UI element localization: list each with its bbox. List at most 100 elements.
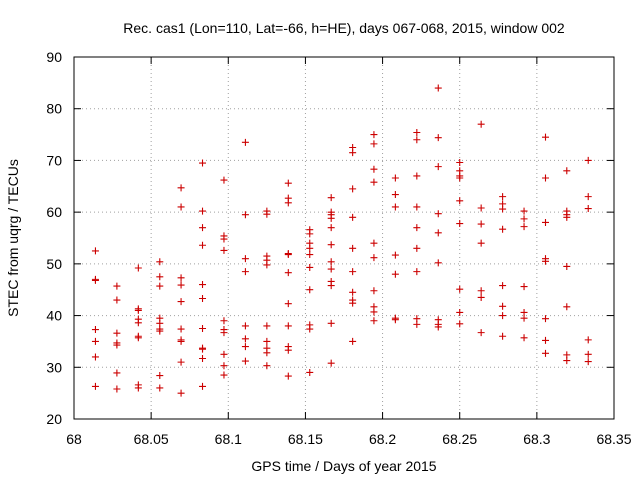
data-point [584,336,592,344]
data-point [584,350,592,358]
data-point [520,334,528,342]
data-point [477,329,485,337]
data-point [177,358,185,366]
data-point [520,215,528,223]
data-point [477,120,485,128]
data-point [370,287,378,295]
data-point [177,203,185,211]
data-point [413,203,421,211]
data-point [306,230,314,238]
data-point [327,359,335,367]
data-point [434,163,442,171]
data-point [541,174,549,182]
data-point [391,270,399,278]
y-tick-label: 30 [46,359,62,375]
x-tick-labels: 68 68.05 68.1 68.15 68.2 68.25 68.3 68.35 [66,431,632,447]
data-point [520,207,528,215]
data-point [327,214,335,222]
data-point [177,389,185,397]
data-point [241,357,249,365]
data-point [177,281,185,289]
data-point [413,224,421,232]
data-point [413,268,421,276]
data-point [199,281,207,289]
data-point [370,308,378,316]
data-point [134,384,142,392]
y-tick-label: 40 [46,308,62,324]
data-point [477,220,485,228]
data-point [413,136,421,144]
data-point [199,224,207,232]
data-point [563,303,571,311]
data-point [156,282,164,290]
data-point [541,257,549,265]
data-point [499,193,507,201]
grid-lines [74,57,614,419]
data-point [413,244,421,252]
data-point [284,179,292,187]
y-tick-label: 50 [46,256,62,272]
data-point [220,362,228,370]
data-point [327,241,335,249]
data-point [584,205,592,213]
data-point [391,251,399,259]
data-point [520,223,528,231]
x-tick-label: 68 [66,431,82,447]
x-tick-label: 68.2 [369,431,396,447]
data-point [91,382,99,390]
y-tick-label: 20 [46,411,62,427]
plot-frame [73,56,615,420]
y-tick-label: 80 [46,101,62,117]
data-point [306,368,314,376]
data-point [220,350,228,358]
data-point [434,210,442,218]
data-point [370,165,378,173]
data-point [156,258,164,266]
y-tick-label: 60 [46,204,62,220]
data-point [370,239,378,247]
data-point [541,336,549,344]
data-point [434,229,442,237]
data-point [284,346,292,354]
data-point [563,213,571,221]
data-point [91,276,99,284]
y-tick-label: 70 [46,152,62,168]
data-point [349,299,357,307]
data-point [263,362,271,370]
data-point [113,282,121,290]
data-point [91,353,99,361]
data-points [91,84,592,397]
data-point [499,225,507,233]
x-tick-label: 68.35 [596,431,631,447]
data-point [370,140,378,148]
data-point [306,263,314,271]
data-point [199,207,207,215]
data-point [456,320,464,328]
data-point [349,185,357,193]
data-point [413,172,421,180]
data-point [177,298,185,306]
data-point [349,337,357,345]
data-point [349,288,357,296]
data-point [177,325,185,333]
data-point [113,296,121,304]
data-point [199,241,207,249]
data-point [541,315,549,323]
data-point [327,265,335,273]
data-point [177,337,185,345]
data-point [306,286,314,294]
data-point [220,176,228,184]
data-point [499,205,507,213]
data-point [113,385,121,393]
data-point [241,268,249,276]
data-point [134,319,142,327]
data-point [563,167,571,175]
data-point [134,306,142,314]
data-point [91,326,99,334]
data-point [263,322,271,330]
data-point [199,159,207,167]
data-point [520,283,528,291]
data-point [391,191,399,199]
data-point [134,264,142,272]
data-point [477,239,485,247]
